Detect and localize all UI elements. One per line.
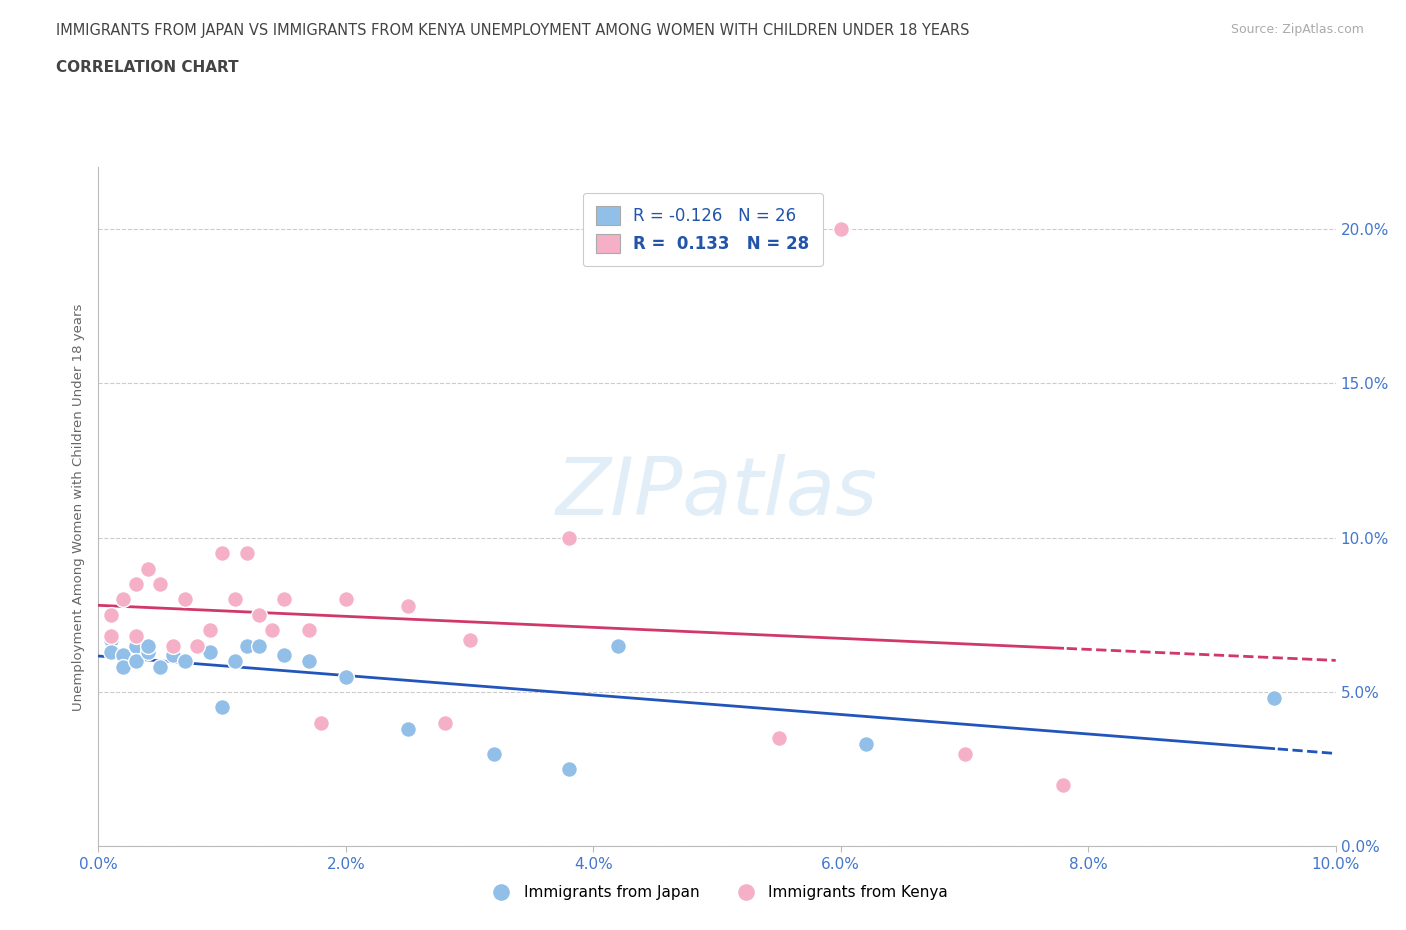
Text: CORRELATION CHART: CORRELATION CHART	[56, 60, 239, 75]
Point	[557, 530, 579, 545]
Point	[557, 762, 579, 777]
Point	[396, 722, 419, 737]
Point	[124, 654, 146, 669]
Point	[335, 670, 357, 684]
Point	[186, 638, 208, 653]
Point	[198, 623, 221, 638]
Text: IMMIGRANTS FROM JAPAN VS IMMIGRANTS FROM KENYA UNEMPLOYMENT AMONG WOMEN WITH CHI: IMMIGRANTS FROM JAPAN VS IMMIGRANTS FROM…	[56, 23, 970, 38]
Point	[112, 647, 135, 662]
Point	[100, 629, 122, 644]
Point	[298, 654, 321, 669]
Point	[124, 638, 146, 653]
Point	[273, 647, 295, 662]
Point	[236, 546, 259, 561]
Point	[100, 607, 122, 622]
Point	[186, 638, 208, 653]
Point	[174, 592, 197, 607]
Point	[484, 746, 506, 761]
Point	[260, 623, 283, 638]
Point	[236, 638, 259, 653]
Point	[1052, 777, 1074, 792]
Point	[112, 660, 135, 675]
Text: ZIPatlas: ZIPatlas	[555, 454, 879, 532]
Point	[247, 638, 270, 653]
Point	[136, 638, 159, 653]
Point	[162, 647, 184, 662]
Point	[433, 715, 456, 730]
Point	[855, 737, 877, 752]
Point	[458, 632, 481, 647]
Point	[136, 644, 159, 659]
Legend: Immigrants from Japan, Immigrants from Kenya: Immigrants from Japan, Immigrants from K…	[479, 880, 955, 907]
Point	[247, 607, 270, 622]
Point	[124, 577, 146, 591]
Point	[830, 221, 852, 236]
Point	[224, 654, 246, 669]
Point	[198, 644, 221, 659]
Point	[100, 644, 122, 659]
Y-axis label: Unemployment Among Women with Children Under 18 years: Unemployment Among Women with Children U…	[72, 303, 86, 711]
Point	[396, 598, 419, 613]
Point	[162, 638, 184, 653]
Point	[149, 660, 172, 675]
Point	[768, 731, 790, 746]
Point	[211, 700, 233, 715]
Point	[607, 638, 630, 653]
Point	[953, 746, 976, 761]
Point	[1263, 691, 1285, 706]
Point	[112, 592, 135, 607]
Point	[298, 623, 321, 638]
Point	[174, 654, 197, 669]
Point	[224, 592, 246, 607]
Point	[100, 632, 122, 647]
Point	[149, 577, 172, 591]
Point	[335, 592, 357, 607]
Point	[124, 629, 146, 644]
Point	[136, 561, 159, 576]
Text: Source: ZipAtlas.com: Source: ZipAtlas.com	[1230, 23, 1364, 36]
Point	[309, 715, 332, 730]
Point	[273, 592, 295, 607]
Point	[211, 546, 233, 561]
